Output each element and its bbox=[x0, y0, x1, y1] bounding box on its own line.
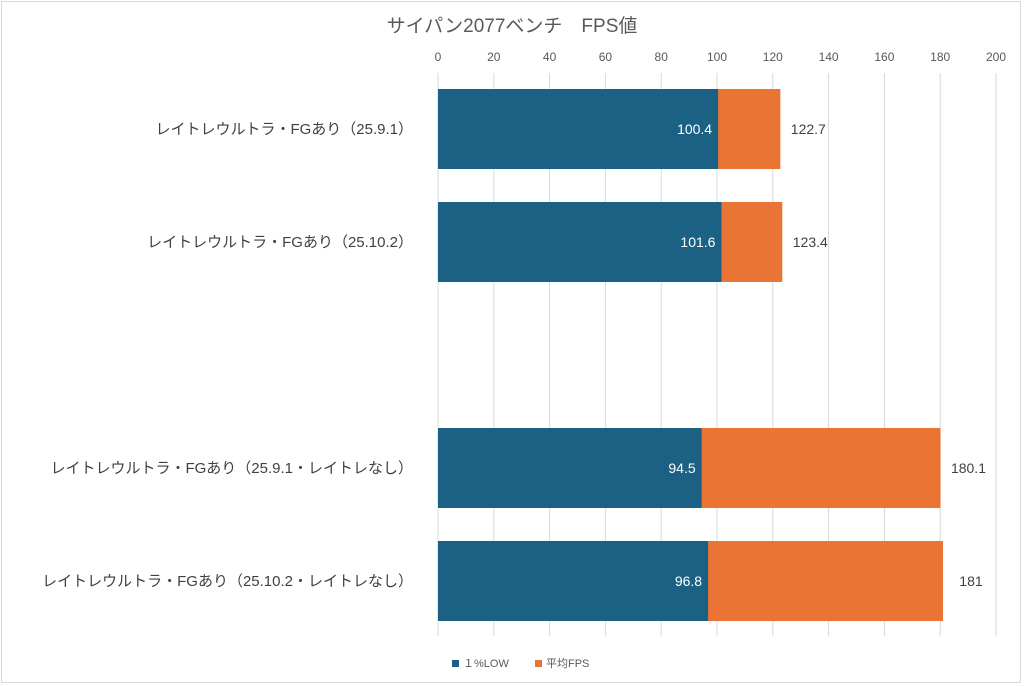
legend-swatch bbox=[452, 660, 459, 667]
x-tick-label: 140 bbox=[819, 50, 839, 64]
bar-1pct-low bbox=[438, 202, 722, 282]
labels: レイトレウルトラ・FGあり（25.9.1） 122.7 100.4 レイトレウルトラ・… bbox=[42, 121, 986, 590]
legend-label: １%LOW bbox=[463, 658, 509, 670]
category-label: レイトレウルトラ・FGあり（25.10.2） bbox=[147, 234, 413, 251]
data-label-avg-fps: 180.1 bbox=[951, 460, 986, 476]
bars bbox=[438, 89, 943, 621]
category-label: レイトレウルトラ・FGあり（25.9.1・レイトレなし） bbox=[50, 460, 413, 477]
bar-1pct-low bbox=[438, 89, 719, 169]
data-label-1pct-low: 94.5 bbox=[668, 460, 695, 476]
legend: １%LOW 平均FPS bbox=[452, 657, 589, 670]
legend-swatch bbox=[535, 660, 542, 667]
data-label-avg-fps: 122.7 bbox=[791, 121, 826, 137]
x-tick-label: 80 bbox=[655, 50, 669, 64]
x-tick-label: 100 bbox=[707, 50, 727, 64]
chart-title: サイパン2077ベンチ FPS値 bbox=[387, 15, 638, 37]
x-tick-label: 120 bbox=[763, 50, 783, 64]
legend-label: 平均FPS bbox=[546, 657, 589, 670]
data-label-1pct-low: 96.8 bbox=[675, 573, 702, 589]
x-tick-label: 20 bbox=[487, 50, 501, 64]
x-tick-label: 60 bbox=[599, 50, 613, 64]
category-label: レイトレウルトラ・FGあり（25.10.2・レイトレなし） bbox=[42, 573, 413, 590]
data-label-avg-fps: 123.4 bbox=[793, 234, 828, 250]
data-label-1pct-low: 101.6 bbox=[680, 234, 715, 250]
bar-1pct-low bbox=[438, 541, 709, 621]
category-label: レイトレウルトラ・FGあり（25.9.1） bbox=[155, 121, 413, 138]
bar-1pct-low bbox=[438, 428, 702, 508]
x-tick-label: 200 bbox=[986, 50, 1006, 64]
x-tick-label: 0 bbox=[435, 50, 442, 64]
x-tick-label: 40 bbox=[543, 50, 557, 64]
x-tick-label: 180 bbox=[930, 50, 950, 64]
x-tick-label: 160 bbox=[874, 50, 894, 64]
data-label-avg-fps: 181 bbox=[959, 573, 983, 589]
data-label-1pct-low: 100.4 bbox=[677, 121, 712, 137]
